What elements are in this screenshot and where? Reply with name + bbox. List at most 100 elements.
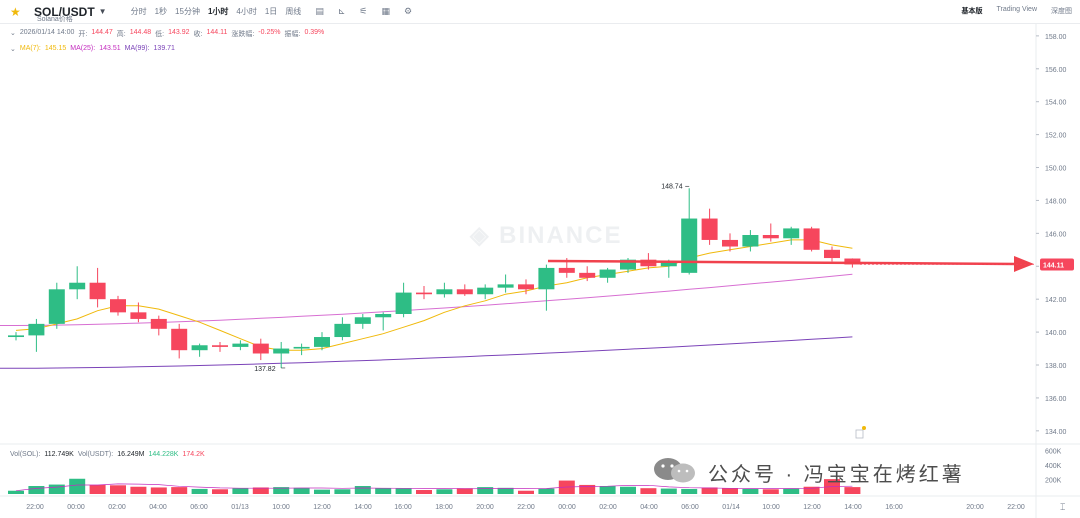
candle-body <box>232 343 249 347</box>
note-marker-icon <box>855 429 864 439</box>
time-tick-label: 16:00 <box>394 504 412 511</box>
change-value: -0.25% <box>258 29 281 36</box>
interval-tab[interactable]: 1日 <box>264 7 278 16</box>
price-tick-label: 140.00 <box>1045 330 1067 337</box>
price-tick-label: 148.00 <box>1045 198 1067 205</box>
symbol-title[interactable]: SOL/USDT <box>34 4 95 19</box>
candle-body <box>579 272 596 278</box>
change-label: 涨跌幅: <box>231 31 255 38</box>
time-tick-label: 10:00 <box>272 504 290 511</box>
wechat-icon <box>654 458 695 483</box>
interval-tab[interactable]: 周线 <box>285 7 302 16</box>
time-tick-label: 02:00 <box>108 504 126 511</box>
time-tick-label: 18:00 <box>435 504 453 511</box>
gear-icon[interactable]: ⚙ <box>403 6 413 16</box>
interval-tab[interactable]: 4小时 <box>236 7 257 16</box>
candle-body <box>354 317 371 324</box>
view-tab[interactable]: Trading View <box>996 6 1037 13</box>
ohlc-datetime: 2026/01/14 14:00 <box>19 29 75 36</box>
reset-axis-icon[interactable]: ⌶ <box>1060 503 1065 513</box>
candle-body <box>334 323 351 338</box>
volume-bar <box>620 486 636 494</box>
time-tick-label: 12:00 <box>313 504 331 511</box>
volume-bar <box>456 488 473 494</box>
volume-bar <box>354 486 371 494</box>
candle-body <box>538 267 555 290</box>
candle-body <box>681 218 698 273</box>
chevron-down-icon[interactable]: ▼ <box>98 7 107 16</box>
volume-tick-label: 400K <box>1045 463 1062 470</box>
candle-body <box>518 284 534 290</box>
time-tick-label: 01/14 <box>722 504 740 511</box>
candle-body <box>130 312 147 319</box>
settings-sliders-icon[interactable]: ⚟ <box>359 6 368 16</box>
volume-bar <box>518 490 534 494</box>
volume-bar <box>722 488 738 494</box>
volume-bar <box>171 487 188 494</box>
vol-usdt-label: Vol(USDT): <box>77 451 114 458</box>
view-tab[interactable]: 深度图 <box>1051 8 1072 15</box>
volume-tick-label: 600K <box>1045 448 1062 455</box>
time-tick-label: 04:00 <box>149 504 167 511</box>
candle-body <box>252 343 269 354</box>
volume-bar <box>416 490 432 494</box>
ma7-label: MA(7): <box>19 45 41 52</box>
candle-body <box>273 348 290 354</box>
candle-body <box>212 345 228 347</box>
high-value: 144.48 <box>129 29 152 36</box>
chevron-icon[interactable]: ⌄ <box>10 46 16 53</box>
layout-icon[interactable]: ▦ <box>381 6 390 16</box>
star-icon[interactable]: ★ <box>10 4 21 19</box>
view-tab[interactable]: 基本版 <box>961 8 983 15</box>
candle-body <box>620 259 636 270</box>
close-value: 144.11 <box>206 29 228 36</box>
ma7-line <box>15 239 853 351</box>
volume-bar <box>273 487 290 494</box>
open-value: 144.47 <box>91 29 113 36</box>
time-tick-label: 06:00 <box>681 504 699 511</box>
candle-body <box>436 289 453 295</box>
chart-type-icon[interactable]: ⊾ <box>337 6 346 16</box>
candle-body <box>456 289 473 295</box>
candle-body <box>824 249 840 259</box>
candle-body <box>599 269 616 278</box>
volume-tick-label: 200K <box>1045 477 1062 484</box>
interval-tab[interactable]: 15分钟 <box>175 7 200 16</box>
time-tick-label: 20:00 <box>476 504 494 511</box>
candle-body <box>722 239 738 247</box>
interval-tab[interactable]: 1小时 <box>207 7 229 16</box>
top-toolbar: ★ SOL/USDT ▼ 分时 1秒 15分钟 1小时 4小时 1日 周线 ▤ ⊾ ⚟ ▦ … <box>0 0 1080 24</box>
brand-watermark: ◈ BINANCE <box>469 222 622 249</box>
candle-body <box>783 228 800 239</box>
vol-sol-value: 112.749K <box>44 451 74 458</box>
volume-bar <box>48 484 65 494</box>
time-tick-label: 22:00 <box>26 504 44 511</box>
vol-usdt-value: 16.249M <box>117 451 145 458</box>
time-tick-label: 02:00 <box>599 504 617 511</box>
candle-body <box>191 345 208 351</box>
volume-bar <box>742 488 759 494</box>
candle-body <box>8 335 24 338</box>
price-tick-label: 136.00 <box>1045 396 1067 403</box>
arrow-head <box>1014 255 1034 272</box>
volume-bar <box>395 488 412 494</box>
time-tick-label: 14:00 <box>844 504 862 511</box>
amp-value: 0.39% <box>304 29 325 36</box>
open-label: 开: <box>78 31 88 38</box>
interval-tab[interactable]: 分时 <box>130 7 147 16</box>
vol-ma2-value: 174.2K <box>182 451 205 458</box>
interval-tabs: 分时 1秒 15分钟 1小时 4小时 1日 周线 <box>127 6 306 17</box>
volume-bar <box>28 486 45 494</box>
volume-bar <box>293 487 310 494</box>
volume-bar <box>191 488 208 494</box>
volume-bar <box>538 488 555 494</box>
candle-body <box>742 235 759 247</box>
volume-bar <box>314 489 330 494</box>
watermark-text: 公众号 · 冯宝宝在烤红薯 <box>708 464 965 486</box>
interval-tab[interactable]: 1秒 <box>154 7 168 16</box>
indicator-icon[interactable]: ▤ <box>315 6 324 16</box>
volume-bar <box>150 487 167 494</box>
chevron-icon[interactable]: ⌄ <box>10 30 16 37</box>
volume-bar <box>803 486 820 494</box>
